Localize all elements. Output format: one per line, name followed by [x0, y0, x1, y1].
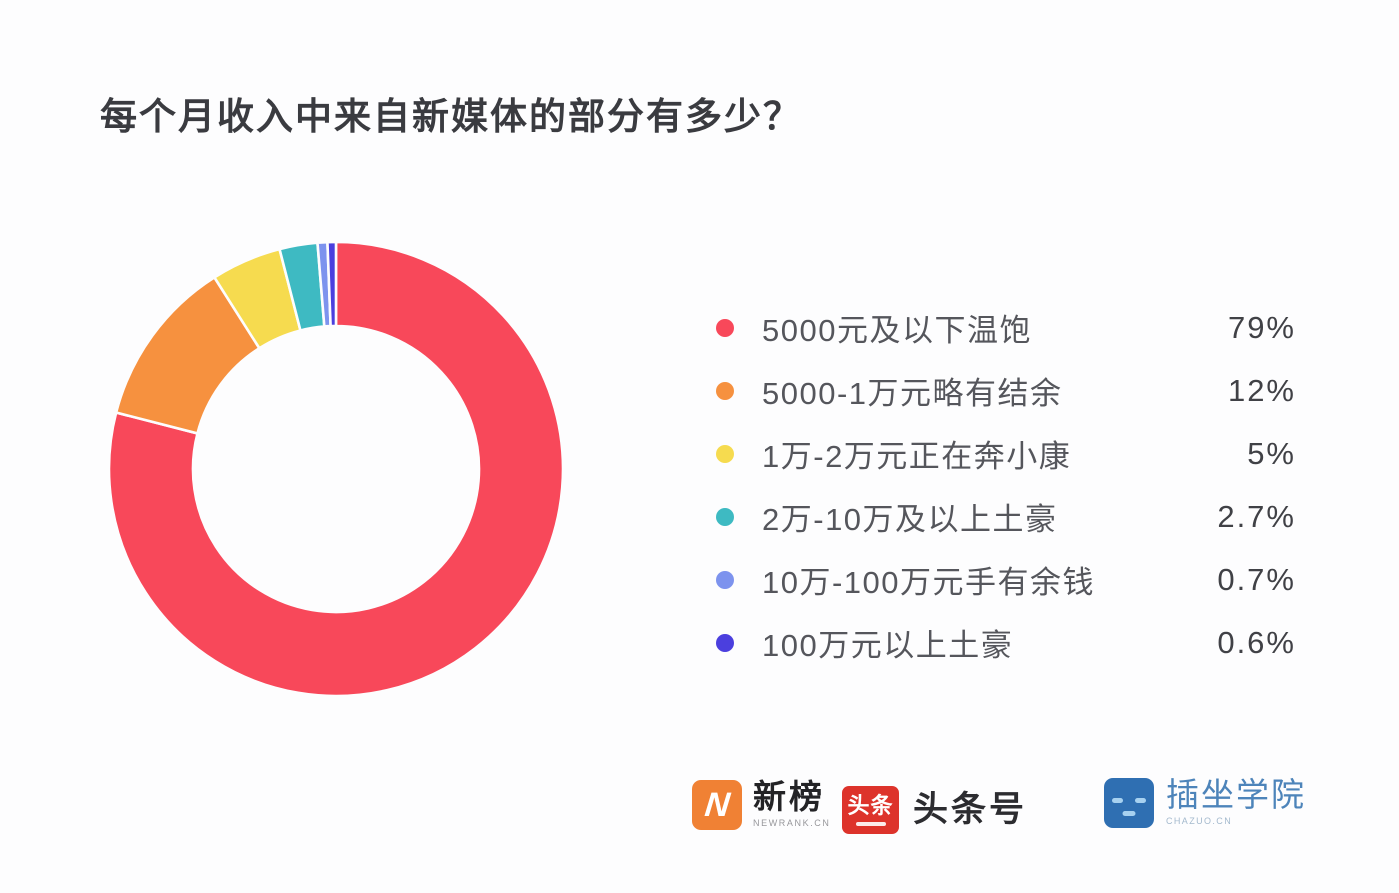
donut-chart	[107, 240, 565, 698]
legend: 5000元及以下温饱 79% 5000-1万元略有结余 12% 1万-2万元正在…	[706, 296, 1296, 674]
chazuo-logo: 插坐学院 CHAZUO.CN	[1104, 776, 1306, 828]
toutiao-logo: 头条 头条号	[842, 786, 1027, 834]
legend-color-dot	[716, 444, 734, 463]
legend-item: 1万-2万元正在奔小康 5%	[706, 422, 1296, 485]
legend-item: 10万-100万元手有余钱 0.7%	[706, 548, 1296, 611]
legend-color-dot	[716, 318, 734, 337]
legend-item: 2万-10万及以上土豪 2.7%	[706, 485, 1296, 548]
newrank-logo: N 新榜 NEWRANK.CN	[692, 778, 831, 830]
legend-value: 12%	[1227, 372, 1296, 408]
legend-label: 10万-100万元手有余钱	[762, 565, 1096, 600]
legend-value: 5%	[1247, 435, 1296, 471]
toutiao-icon-text: 头条	[847, 792, 894, 818]
toutiao-logo-text: 头条号	[913, 790, 1028, 829]
legend-color-dot	[716, 570, 734, 589]
legend-value: 2.7%	[1217, 498, 1296, 534]
toutiao-icon-bar	[855, 821, 886, 826]
legend-label: 5000-1万元略有结余	[762, 376, 1063, 411]
newrank-n-glyph: N	[702, 786, 732, 824]
legend-item: 100万元以上土豪 0.6%	[706, 611, 1296, 674]
legend-label: 5000元及以下温饱	[762, 313, 1032, 348]
donut-slice-0	[107, 240, 565, 698]
donut-slice-5	[326, 240, 338, 328]
legend-item: 5000-1万元略有结余 12%	[706, 359, 1296, 422]
legend-label: 1万-2万元正在奔小康	[762, 439, 1072, 474]
legend-value: 0.6%	[1217, 624, 1296, 660]
legend-value: 79%	[1227, 309, 1296, 345]
robot-mouth	[1122, 811, 1136, 816]
legend-value: 0.7%	[1217, 561, 1296, 597]
legend-color-dot	[716, 381, 734, 400]
newrank-logo-text: 新榜	[753, 778, 825, 815]
robot-right-eye	[1135, 798, 1146, 803]
chart-title: 每个月收入中来自新媒体的部分有多少？	[100, 96, 802, 137]
chazuo-robot-icon	[1104, 778, 1154, 828]
newrank-logo-icon: N	[692, 780, 742, 830]
robot-left-eye	[1112, 798, 1123, 803]
legend-label: 100万元以上土豪	[762, 628, 1014, 663]
legend-color-dot	[716, 507, 734, 526]
chazuo-logo-text: 插坐学院	[1166, 776, 1306, 813]
legend-color-dot	[716, 633, 734, 652]
legend-label: 2万-10万及以上土豪	[762, 502, 1058, 537]
toutiao-logo-icon: 头条	[842, 786, 899, 834]
legend-item: 5000元及以下温饱 79%	[706, 296, 1296, 359]
newrank-logo-subtext: NEWRANK.CN	[753, 817, 831, 828]
chazuo-logo-subtext: CHAZUO.CN	[1166, 815, 1233, 826]
